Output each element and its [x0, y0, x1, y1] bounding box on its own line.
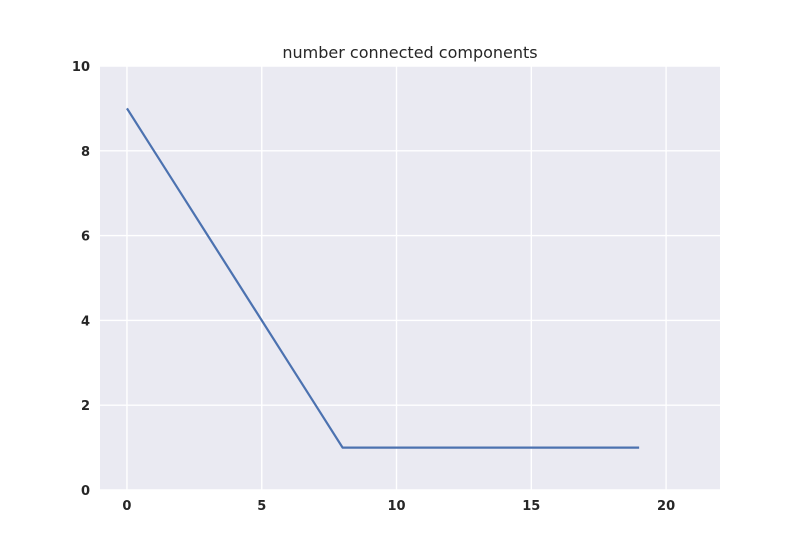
y-axis-ticks: 0 2 4 6 8 10	[72, 60, 90, 499]
series-line-0	[126, 107, 640, 449]
y-tick-label: 4	[81, 314, 90, 329]
plot-area	[100, 66, 720, 490]
x-tick-label: 5	[257, 499, 266, 514]
y-tick-label: 2	[81, 399, 90, 414]
grid-lines	[100, 65, 720, 491]
x-tick-label: 0	[122, 499, 131, 514]
chart-title: number connected components	[282, 43, 537, 62]
series-layer	[126, 107, 640, 449]
x-tick-label: 10	[387, 499, 405, 514]
x-axis-ticks: 0 5 10 15 20	[122, 499, 675, 514]
x-tick-label: 15	[522, 499, 540, 514]
x-tick-label: 20	[657, 499, 675, 514]
y-tick-label: 0	[81, 484, 90, 499]
y-tick-label: 8	[81, 145, 90, 160]
y-tick-label: 6	[81, 230, 90, 245]
y-tick-label: 10	[72, 60, 90, 75]
